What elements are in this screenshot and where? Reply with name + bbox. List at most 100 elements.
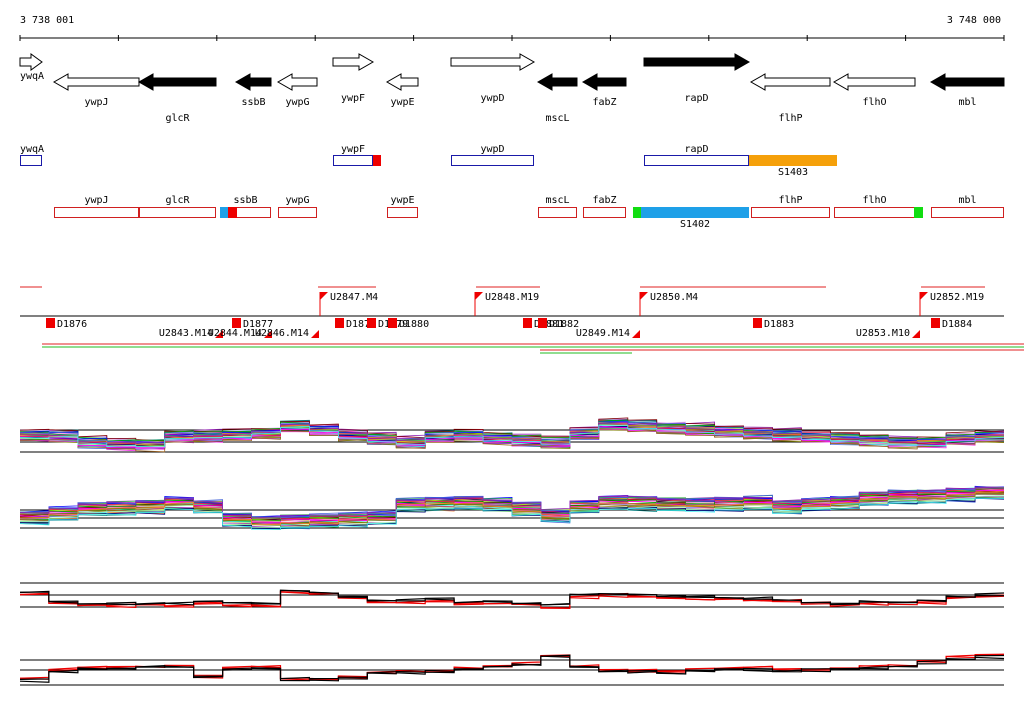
gene-label: mscL [545, 113, 569, 124]
expression-panel-c [19, 582, 1005, 610]
gene-ywpF[interactable]: ywpF [332, 53, 375, 104]
gene-mbl[interactable]: mbl [929, 73, 1005, 108]
dterm-label: D1877 [243, 319, 273, 330]
promoter-flag [311, 330, 319, 338]
upromoter-U2849.M14[interactable]: U2849.M14 [576, 328, 640, 339]
feature-box [583, 207, 626, 218]
feature-glcR[interactable]: glcR [139, 195, 216, 218]
upromoter-label: U2846.M14 [255, 328, 309, 339]
gene-label: ywpD [480, 93, 504, 104]
upromoter-U2843.M14[interactable]: U2843.M14 [159, 328, 223, 339]
feature-track: ywqA ywpF ywpD rapD ywpJ glcR ssbB ywpG ywpE mscL… [20, 144, 1004, 218]
feature-box [387, 207, 418, 218]
segment-label: S1403 [778, 167, 808, 178]
expression-panel-d [19, 653, 1005, 686]
gene-arrow-mbl [929, 73, 1005, 91]
gene-label: ywpF [341, 93, 365, 104]
feature-rapD[interactable]: rapD [644, 144, 749, 166]
gene-ywpD[interactable]: ywpD [450, 53, 536, 104]
gene-ywpG[interactable]: ywpG [276, 73, 318, 108]
dterm-D1876[interactable]: D1876 [46, 318, 87, 330]
feature-flhP[interactable]: flhP [751, 195, 830, 218]
feature-ywpG[interactable]: ywpG [278, 195, 317, 218]
dterm-D1881[interactable]: D1881 [523, 318, 564, 330]
gene-label: flhP [778, 113, 802, 124]
feature-label: mscL [545, 195, 569, 206]
feature-label: ywqA [20, 144, 44, 155]
feature-label: ywpG [285, 195, 309, 206]
gene-glcR[interactable]: glcR [137, 73, 217, 124]
gene-fabZ[interactable]: fabZ [581, 73, 627, 108]
gene-label: ywpE [390, 97, 414, 108]
feature-fabZ[interactable]: fabZ [583, 195, 626, 218]
upromoter-U2850.M4[interactable]: U2850.M4 [639, 292, 698, 316]
feature-box [751, 207, 830, 218]
upromoter-label: U2852.M19 [930, 292, 984, 303]
expression-trace [19, 654, 1005, 683]
segment-S1403[interactable]: S1403 [749, 155, 837, 178]
transcription-unit-track: D1876D1877D1878D1879D1880D1881D1882D1883… [20, 286, 1024, 354]
dterm-label: D1882 [549, 319, 579, 330]
gene-arrow-flhP [749, 73, 831, 91]
ruler-ticks [19, 35, 1005, 41]
dterm-D1884[interactable]: D1884 [931, 318, 972, 330]
gene-ywpJ[interactable]: ywpJ [52, 73, 140, 108]
gene-mscL[interactable]: mscL [536, 73, 578, 124]
gene-ywpE[interactable]: ywpE [385, 73, 419, 108]
feature-ywpF[interactable]: ywpF [333, 144, 373, 166]
upromoter-U2846.M14[interactable]: U2846.M14 [255, 328, 319, 339]
gene-rapD[interactable]: rapD [643, 53, 751, 104]
dterm-D1877[interactable]: D1877 [232, 318, 273, 330]
gene-arrow-ywpJ [52, 73, 140, 91]
promoter-flag [215, 330, 223, 338]
promoter-flag [632, 330, 640, 338]
feature-mbl[interactable]: mbl [931, 195, 1004, 218]
gene-label: ywpG [285, 97, 309, 108]
expression-trace [19, 654, 1005, 680]
feature-ywqA[interactable]: ywqA [20, 144, 44, 166]
expression-trace [19, 421, 1005, 444]
upromoter-U2852.M19[interactable]: U2852.M19 [919, 292, 984, 316]
feature-flhO[interactable]: flhO [834, 195, 915, 218]
dterm-D1878[interactable]: D1878 [335, 318, 376, 330]
gene-flhP[interactable]: flhP [749, 73, 831, 124]
dterm-D1882[interactable]: D1882 [538, 318, 579, 330]
feature-marker [220, 207, 228, 218]
segment-S1402[interactable]: S1402 [641, 207, 749, 230]
feature-box [54, 207, 139, 218]
gene-label: glcR [165, 113, 190, 124]
feature-box [278, 207, 317, 218]
upromoter-U2844.M14[interactable]: U2844.M14 [208, 328, 272, 339]
upromoter-U2848.M19[interactable]: U2848.M19 [474, 292, 539, 316]
feature-ywpE[interactable]: ywpE [387, 195, 418, 218]
feature-label: flhO [862, 195, 886, 206]
expression-trace [19, 498, 1005, 530]
dterm-label: D1884 [942, 319, 972, 330]
gene-ywqA[interactable]: ywqA [19, 53, 44, 82]
feature-ywpJ[interactable]: ywpJ [54, 195, 139, 218]
upromoter-U2853.M10[interactable]: U2853.M10 [856, 328, 920, 339]
segment-bar [749, 155, 837, 166]
feature-label: ywpJ [84, 195, 108, 206]
dterm-D1883[interactable]: D1883 [753, 318, 794, 330]
feature-ywpD[interactable]: ywpD [451, 144, 534, 166]
feature-label: flhP [778, 195, 802, 206]
dterm-label: D1876 [57, 319, 87, 330]
expression-trace [19, 428, 1005, 453]
feature-mscL[interactable]: mscL [538, 195, 577, 218]
dterm-marker [753, 318, 762, 328]
gene-ssbB[interactable]: ssbB [234, 73, 272, 108]
gene-arrow-ywqA [19, 53, 43, 71]
gene-arrow-mscL [536, 73, 578, 91]
gene-label: ssbB [241, 97, 265, 108]
dterm-D1880[interactable]: D1880 [388, 318, 429, 330]
upromoter-label: U2853.M10 [856, 328, 910, 339]
feature-box [538, 207, 577, 218]
upromoter-U2847.M4[interactable]: U2847.M4 [319, 292, 378, 316]
gene-flhO[interactable]: flhO [832, 73, 916, 108]
coordinate-ruler: 3 738 001 3 748 000 [19, 15, 1005, 41]
gene-label: ywpJ [84, 97, 108, 108]
feature-marker [914, 207, 923, 218]
upromoter-label: U2844.M14 [208, 328, 262, 339]
dterm-label: D1880 [399, 319, 429, 330]
